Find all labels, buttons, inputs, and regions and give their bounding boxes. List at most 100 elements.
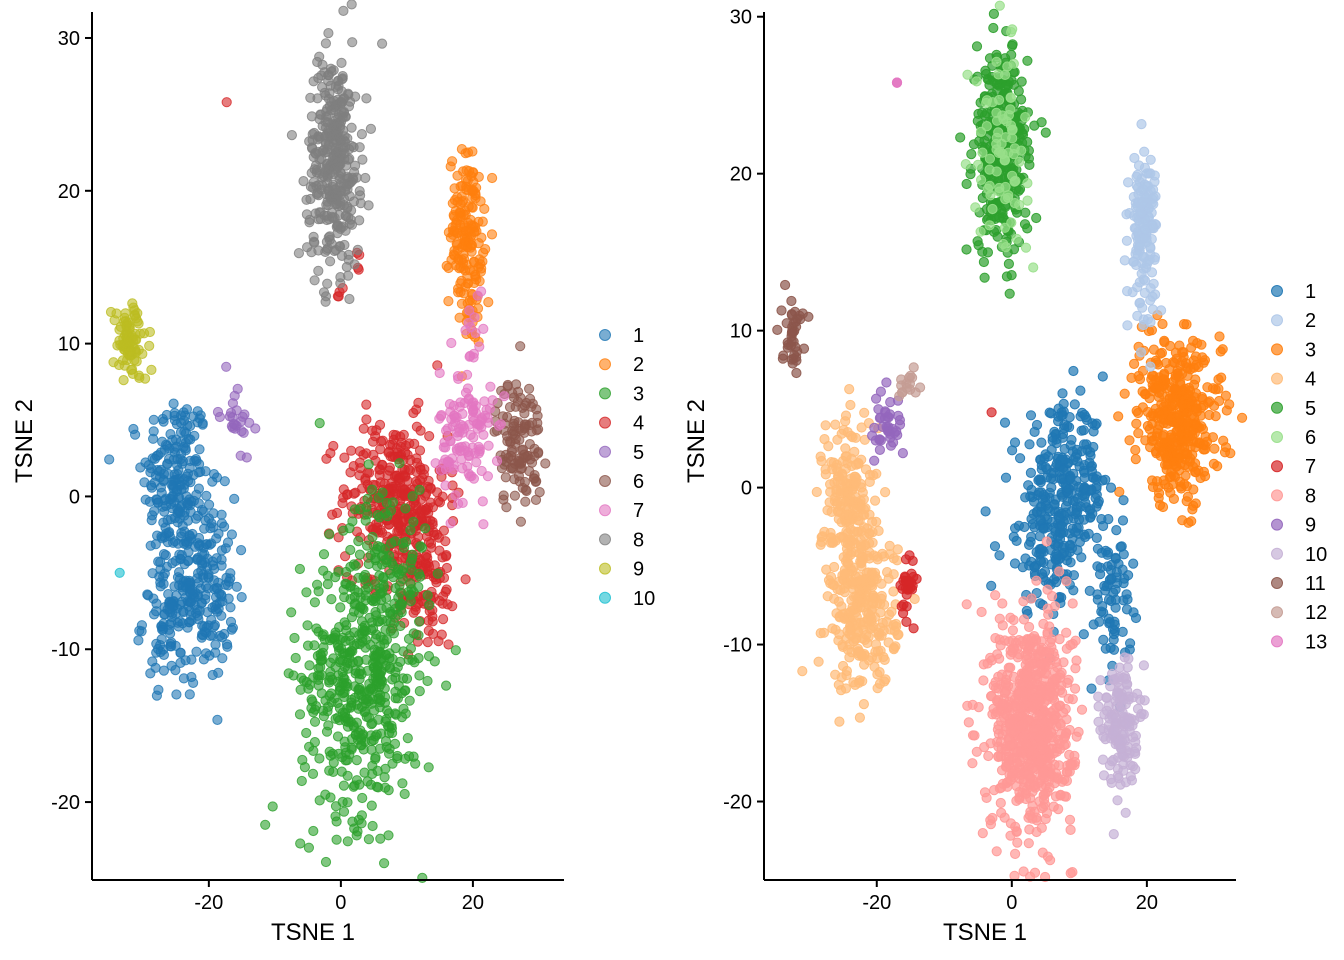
data-point-cluster-8 xyxy=(310,147,321,158)
data-point-cluster-4 xyxy=(834,611,845,622)
data-point-cluster-5 xyxy=(988,8,1000,19)
data-point-cluster-9 xyxy=(115,321,126,332)
data-point-cluster-3 xyxy=(311,623,322,634)
data-point-cluster-1 xyxy=(1066,434,1077,445)
data-point-cluster-5 xyxy=(1022,223,1033,234)
data-point-cluster-4 xyxy=(403,464,414,475)
data-point-cluster-7 xyxy=(499,391,510,402)
data-point-cluster-8 xyxy=(365,123,376,134)
data-point-cluster-3 xyxy=(314,753,325,764)
data-point-cluster-3 xyxy=(303,842,314,853)
data-point-cluster-7 xyxy=(477,496,488,507)
data-point-cluster-4 xyxy=(864,547,875,558)
data-point-cluster-5 xyxy=(1031,212,1042,224)
data-point-cluster-2 xyxy=(1135,240,1146,252)
data-point-cluster-2 xyxy=(456,242,467,253)
data-point-cluster-8 xyxy=(1010,848,1021,860)
data-point-cluster-1 xyxy=(136,620,147,631)
data-point-cluster-3 xyxy=(417,872,428,884)
data-point-cluster-1 xyxy=(149,506,160,517)
data-point-cluster-1 xyxy=(192,604,203,616)
data-point-cluster-3 xyxy=(414,670,425,681)
data-point-cluster-3 xyxy=(326,697,337,708)
data-point-cluster-4 xyxy=(441,562,452,574)
data-point-cluster-4 xyxy=(438,614,449,625)
data-point-cluster-3 xyxy=(369,579,380,590)
data-point-cluster-1 xyxy=(1111,525,1122,536)
data-point-cluster-1 xyxy=(219,628,230,640)
data-point-cluster-1 xyxy=(1092,589,1103,600)
data-point-cluster-3 xyxy=(399,788,410,800)
data-point-cluster-7 xyxy=(478,429,489,440)
data-point-cluster-1 xyxy=(135,462,146,473)
data-point-cluster-1 xyxy=(999,417,1011,428)
data-point-cluster-3 xyxy=(370,731,381,742)
data-point-cluster-8 xyxy=(1042,584,1053,595)
data-point-cluster-8 xyxy=(334,241,345,252)
data-point-cluster-1 xyxy=(229,493,240,504)
data-point-cluster-6 xyxy=(981,121,992,132)
data-point-cluster-1 xyxy=(151,690,162,701)
data-point-cluster-1 xyxy=(1049,426,1060,437)
data-point-cluster-6 xyxy=(1022,178,1033,189)
data-point-cluster-8 xyxy=(1070,683,1081,694)
x-tick-label: 20 xyxy=(462,892,484,914)
data-point-cluster-3 xyxy=(414,686,425,697)
data-point-cluster-1 xyxy=(150,662,161,673)
data-point-cluster-3 xyxy=(398,646,409,657)
data-point-cluster-9 xyxy=(146,364,157,375)
data-point-cluster-3 xyxy=(406,564,417,576)
data-point-cluster-2 xyxy=(466,202,477,213)
data-point-cluster-1 xyxy=(1070,527,1081,538)
data-point-cluster-1 xyxy=(989,541,1001,552)
data-point-cluster-1 xyxy=(1090,493,1101,504)
data-point-cluster-1 xyxy=(145,540,156,551)
data-point-cluster-3 xyxy=(1157,445,1168,456)
data-point-cluster-5 xyxy=(961,178,972,190)
data-point-cluster-8 xyxy=(315,109,326,120)
data-point-cluster-1 xyxy=(169,443,180,454)
data-point-cluster-8 xyxy=(1041,536,1052,547)
data-point-cluster-6 xyxy=(519,476,531,488)
data-point-cluster-7 xyxy=(476,465,487,477)
data-point-cluster-4 xyxy=(869,612,881,623)
data-point-cluster-7 xyxy=(469,312,480,323)
data-point-cluster-2 xyxy=(460,226,471,237)
data-point-cluster-1 xyxy=(209,575,220,586)
data-point-cluster-3 xyxy=(309,716,321,727)
data-point-cluster-1 xyxy=(225,602,236,613)
data-point-cluster-4 xyxy=(337,498,348,509)
data-point-cluster-1 xyxy=(1015,453,1026,464)
y-tick-label: 30 xyxy=(58,28,80,50)
data-point-cluster-3 xyxy=(1187,449,1198,460)
data-point-cluster-8 xyxy=(314,51,325,62)
data-point-cluster-4 xyxy=(838,660,849,672)
data-point-cluster-4 xyxy=(425,515,436,526)
data-point-cluster-2 xyxy=(1122,286,1133,297)
data-point-cluster-3 xyxy=(326,594,337,605)
data-point-cluster-5 xyxy=(978,256,990,268)
data-point-cluster-1 xyxy=(1084,457,1095,468)
data-point-cluster-8 xyxy=(1031,575,1042,586)
data-point-cluster-1 xyxy=(1113,558,1124,569)
data-point-cluster-1 xyxy=(1103,594,1115,605)
data-point-cluster-4 xyxy=(825,486,836,497)
data-point-cluster-1 xyxy=(162,515,173,526)
data-point-cluster-1 xyxy=(1108,629,1120,640)
data-point-cluster-6 xyxy=(991,115,1003,126)
data-point-cluster-3 xyxy=(1113,411,1124,422)
data-point-cluster-3 xyxy=(363,459,374,470)
data-point-cluster-4 xyxy=(413,397,424,408)
data-point-cluster-6 xyxy=(527,417,538,428)
data-point-cluster-8 xyxy=(1045,637,1056,648)
data-point-cluster-1 xyxy=(166,660,177,671)
data-point-cluster-1 xyxy=(1099,580,1110,592)
data-point-cluster-5 xyxy=(214,411,225,423)
data-point-cluster-6 xyxy=(1006,26,1017,38)
data-point-cluster-3 xyxy=(1220,390,1232,401)
data-point-cluster-6 xyxy=(1009,198,1021,209)
data-point-cluster-1 xyxy=(157,436,168,447)
data-point-cluster-5 xyxy=(241,452,252,463)
data-point-cluster-1 xyxy=(188,411,199,422)
